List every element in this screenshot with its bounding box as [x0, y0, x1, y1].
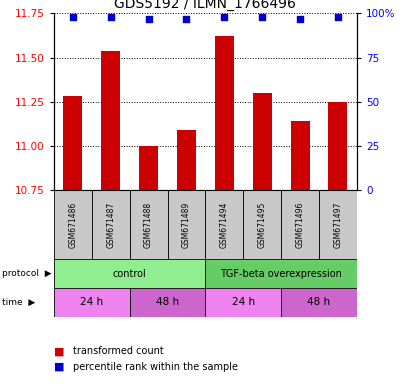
- Text: GSM671488: GSM671488: [144, 202, 153, 248]
- Bar: [129, 190, 168, 259]
- Text: GSM671489: GSM671489: [182, 202, 191, 248]
- Text: 48 h: 48 h: [156, 297, 179, 308]
- Bar: [215, 36, 234, 190]
- Bar: [243, 190, 281, 259]
- Text: GSM671486: GSM671486: [68, 202, 77, 248]
- Bar: [101, 51, 120, 190]
- Text: TGF-beta overexpression: TGF-beta overexpression: [220, 268, 342, 279]
- Point: [145, 16, 152, 22]
- Bar: [319, 190, 357, 259]
- Bar: [205, 190, 243, 259]
- Bar: [168, 190, 205, 259]
- Bar: [290, 121, 310, 190]
- Point: [297, 16, 303, 22]
- Bar: [92, 190, 129, 259]
- Point: [221, 14, 228, 20]
- Point: [334, 14, 341, 20]
- Bar: [63, 96, 82, 190]
- Text: 24 h: 24 h: [80, 297, 103, 308]
- Text: percentile rank within the sample: percentile rank within the sample: [73, 362, 238, 372]
- Bar: [54, 288, 130, 317]
- Text: ■: ■: [54, 346, 68, 356]
- Bar: [281, 190, 319, 259]
- Text: GSM671495: GSM671495: [258, 202, 267, 248]
- Bar: [329, 102, 347, 190]
- Text: 24 h: 24 h: [232, 297, 255, 308]
- Point: [107, 14, 114, 20]
- Point: [70, 14, 76, 20]
- Text: GSM671497: GSM671497: [334, 202, 342, 248]
- Text: control: control: [113, 268, 146, 279]
- Text: GSM671487: GSM671487: [106, 202, 115, 248]
- Bar: [205, 259, 357, 288]
- Bar: [177, 130, 196, 190]
- Bar: [139, 146, 158, 190]
- Point: [259, 14, 266, 20]
- Title: GDS5192 / ILMN_1766496: GDS5192 / ILMN_1766496: [115, 0, 296, 11]
- Point: [183, 16, 190, 22]
- Text: transformed count: transformed count: [73, 346, 164, 356]
- Text: protocol  ▶: protocol ▶: [2, 269, 52, 278]
- Bar: [281, 288, 357, 317]
- Bar: [54, 190, 92, 259]
- Text: time  ▶: time ▶: [2, 298, 35, 307]
- Bar: [205, 288, 281, 317]
- Bar: [253, 93, 272, 190]
- Bar: [54, 259, 205, 288]
- Text: 48 h: 48 h: [308, 297, 331, 308]
- Text: ■: ■: [54, 362, 68, 372]
- Bar: [130, 288, 205, 317]
- Text: GSM671496: GSM671496: [295, 202, 305, 248]
- Text: GSM671494: GSM671494: [220, 202, 229, 248]
